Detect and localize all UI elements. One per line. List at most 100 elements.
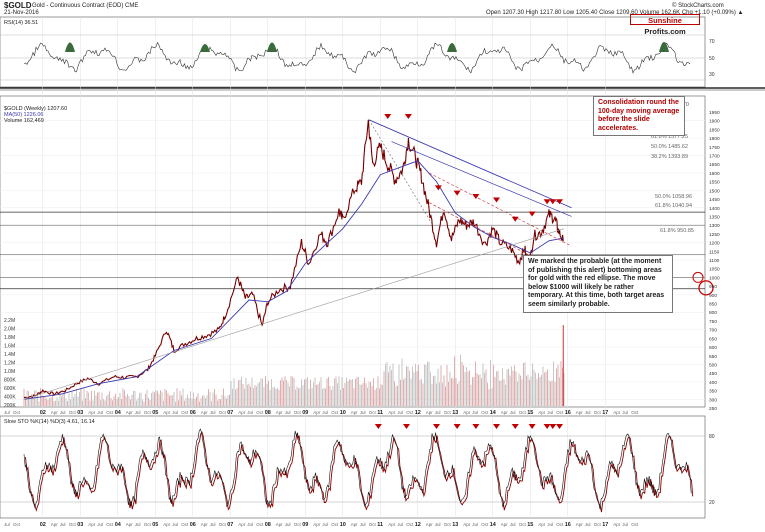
x-axis-month-label: Apr	[163, 410, 171, 415]
sto-y-tick: 20	[709, 500, 715, 506]
x-axis-month-label: Jul	[397, 410, 403, 415]
x-axis-month-label: Jul	[97, 410, 103, 415]
x-axis-month-label: Apr	[351, 522, 359, 527]
x-axis-year-label: 12	[415, 522, 421, 528]
x-axis-month-label: Jul	[472, 522, 478, 527]
x-axis-month-label: Oct	[556, 410, 564, 415]
fib-label-5: 61.8% 1040.94	[655, 203, 692, 209]
price-y-tick: 600	[709, 345, 717, 351]
x-axis-year-label: 14	[490, 522, 497, 528]
rsi-overbought-fill	[659, 42, 669, 52]
price-y-tick: 750	[709, 319, 717, 325]
x-axis-month-label: Jul	[135, 522, 141, 527]
x-axis-month-label: Apr	[201, 522, 209, 527]
rsi-overbought-fill	[65, 42, 75, 52]
x-axis-month-label: Apr	[538, 410, 546, 415]
sto-arrow-marker	[403, 424, 410, 429]
price-y-tick: 550	[709, 354, 717, 360]
x-axis-month-label: Jul	[585, 522, 591, 527]
x-axis-month-label: Oct	[219, 522, 227, 527]
price-y-tick: 1250	[709, 232, 720, 238]
x-axis-year-label: 05	[152, 410, 158, 416]
x-axis-month-label: Jul	[135, 410, 141, 415]
fib-diagonal	[368, 119, 434, 226]
x-axis-month-label: Apr	[576, 522, 584, 527]
x-axis-month-label: Jul	[97, 522, 103, 527]
volume-y-tick: 400K	[4, 395, 16, 401]
volume-y-tick: 1.4M	[4, 352, 15, 358]
resistance-line-2	[391, 141, 572, 217]
price-y-tick: 1050	[709, 267, 720, 273]
price-y-tick: 1500	[709, 188, 720, 194]
x-axis-month-label: Apr	[276, 522, 284, 527]
price-arrow-marker	[434, 185, 442, 191]
x-axis-month-label: Jul	[510, 522, 516, 527]
fib-label-6: 61.8% 950.85	[660, 228, 694, 234]
sto-arrow-marker	[493, 424, 500, 429]
x-axis-month-label: Oct	[331, 410, 339, 415]
x-axis-month-label: Oct	[256, 410, 264, 415]
price-arrow-marker	[543, 199, 551, 205]
x-axis-year-label: 17	[602, 522, 608, 528]
price-y-tick: 1850	[709, 127, 720, 133]
x-axis-month-label: Oct	[106, 522, 114, 527]
sto-arrow-marker	[453, 424, 461, 429]
x-axis-year-label: 07	[227, 522, 233, 528]
price-y-tick: 1550	[709, 180, 720, 186]
brand-badge: Sunshine Profits.com	[630, 14, 700, 36]
price-legend-3: Volume 162,469	[4, 118, 44, 124]
price-y-tick: 950	[709, 284, 717, 290]
x-axis-month-label: Jul	[622, 410, 628, 415]
x-axis-month-label: Oct	[181, 522, 189, 527]
brand-part-a: Sunshine	[648, 16, 682, 25]
x-axis-month-label: Apr	[201, 410, 209, 415]
price-frame	[0, 95, 706, 408]
declining-resistance-line	[368, 119, 572, 209]
sto-arrow-marker	[556, 424, 563, 429]
chart-symbol: $GOLD	[4, 1, 32, 10]
price-y-tick: 1750	[709, 145, 720, 151]
price-arrow-marker	[384, 113, 392, 119]
x-axis-month-label: Apr	[576, 410, 584, 415]
x-axis-month-label: Oct	[181, 410, 189, 415]
x-axis-month-label: Jul	[285, 522, 291, 527]
x-axis-year-label: 06	[190, 522, 196, 528]
x-axis-month-label: Apr	[463, 410, 471, 415]
sto-arrow-marker	[472, 424, 480, 429]
x-axis-year-label: 17	[602, 410, 608, 416]
rsi-y-tick: 30	[709, 72, 715, 78]
price-y-tick: 800	[709, 310, 717, 316]
x-axis-month-label: Apr	[51, 522, 59, 527]
x-axis-month-label: Jul	[4, 522, 10, 527]
x-axis-month-label: Jul	[210, 522, 216, 527]
consolidation-note: Consolidation round the 100-day moving a…	[593, 96, 685, 137]
x-axis-year-label: 05	[152, 522, 158, 528]
rsi-y-tick: 50	[709, 56, 715, 62]
price-y-tick: 850	[709, 302, 717, 308]
upper-channel-line	[428, 172, 572, 247]
x-axis-month-label: Oct	[594, 410, 602, 415]
lower-channel-line	[428, 202, 572, 278]
price-y-tick: 1400	[709, 206, 720, 212]
sto-y-tick: 80	[709, 434, 715, 440]
sto-arrow-marker	[543, 424, 551, 429]
x-axis-year-label: 03	[77, 522, 83, 528]
x-axis-month-label: Apr	[351, 410, 359, 415]
price-line	[23, 119, 564, 399]
x-axis-month-label: Jul	[435, 522, 441, 527]
target-ellipse-small	[692, 271, 704, 283]
rsi-frame	[0, 16, 706, 88]
x-axis-year-label: 10	[340, 522, 346, 528]
x-axis-month-label: Jul	[210, 410, 216, 415]
fib-label-3: 38.2% 1393.89	[651, 154, 688, 160]
price-y-tick: 1450	[709, 197, 720, 203]
x-axis-month-label: Apr	[126, 522, 134, 527]
price-y-tick: 1350	[709, 214, 720, 220]
price-y-tick: 1950	[709, 110, 720, 116]
x-axis-month-label: Oct	[331, 522, 339, 527]
x-axis-month-label: Oct	[444, 410, 452, 415]
bottoming-note: We marked the probable (at the moment of…	[523, 255, 673, 313]
x-axis-month-label: Oct	[481, 522, 489, 527]
x-axis-month-label: Apr	[276, 410, 284, 415]
price-y-tick: 1900	[709, 119, 720, 125]
